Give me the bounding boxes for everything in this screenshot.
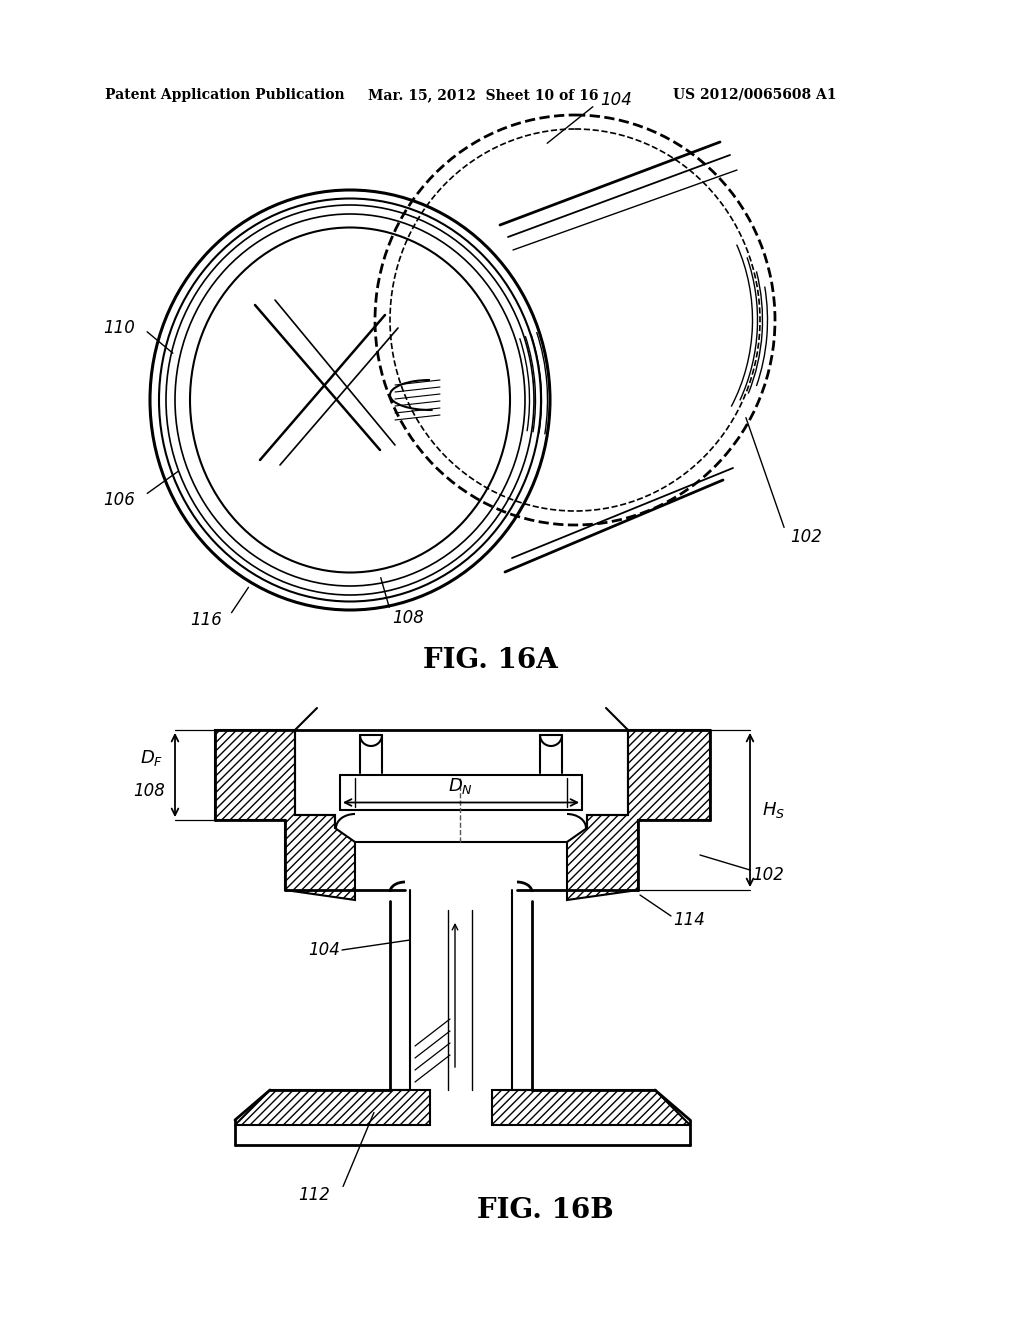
Text: 104: 104: [600, 91, 632, 110]
Text: 116: 116: [190, 611, 222, 630]
Text: 114: 114: [673, 911, 705, 929]
Text: 104: 104: [308, 941, 340, 960]
Polygon shape: [215, 730, 355, 900]
Polygon shape: [492, 1090, 690, 1125]
Text: 102: 102: [790, 528, 822, 546]
Text: 110: 110: [103, 319, 135, 337]
Text: $D_F$: $D_F$: [139, 748, 163, 768]
Text: FIG. 16A: FIG. 16A: [423, 647, 557, 673]
Polygon shape: [567, 730, 710, 900]
Text: 112: 112: [298, 1185, 330, 1204]
Text: $H_S$: $H_S$: [762, 800, 785, 820]
Text: Mar. 15, 2012  Sheet 10 of 16: Mar. 15, 2012 Sheet 10 of 16: [368, 88, 598, 102]
Polygon shape: [234, 1090, 430, 1125]
Text: US 2012/0065608 A1: US 2012/0065608 A1: [673, 88, 837, 102]
Text: 108: 108: [133, 781, 165, 800]
Text: FIG. 16B: FIG. 16B: [477, 1196, 613, 1224]
Text: 108: 108: [392, 609, 424, 627]
Text: 102: 102: [752, 866, 784, 884]
Text: 106: 106: [103, 491, 135, 510]
Text: $D_N$: $D_N$: [447, 776, 472, 796]
Text: Patent Application Publication: Patent Application Publication: [105, 88, 345, 102]
